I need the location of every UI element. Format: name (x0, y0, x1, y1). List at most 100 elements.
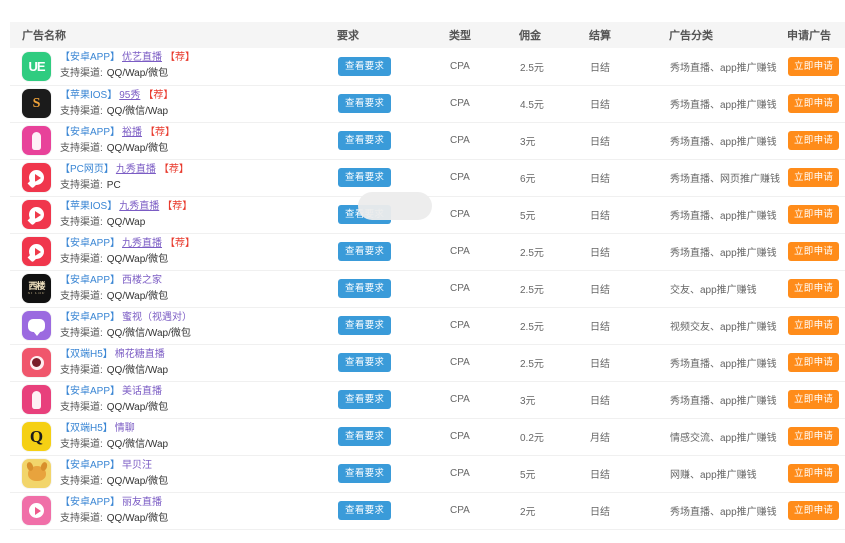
view-requirements-button[interactable]: 查看要求 (338, 167, 392, 188)
apply-now-button[interactable]: 立即申请 (788, 500, 840, 521)
ad-name-link[interactable]: 棉花糖直播 (114, 348, 165, 360)
settlement-value: 日结 (590, 211, 610, 222)
platform-label: 【PC网页】 (60, 163, 114, 175)
channel-value: QQ/微信/Wap (106, 364, 169, 376)
channel-line: 支持渠道: QQ/微信/Wap (60, 439, 168, 451)
ad-name-link[interactable]: 蜜视（视遇对） (122, 311, 193, 323)
ad-name-link[interactable]: 九秀直播 (122, 237, 163, 249)
recommended-tag: 【荐】 (162, 200, 193, 212)
channel-line: 支持渠道: QQ/Wap (60, 217, 192, 229)
recommended-tag: 【荐】 (143, 89, 174, 101)
ad-title-line: 【安卓APP】 九秀直播 【荐】 (60, 238, 195, 250)
ad-title-line: 【安卓APP】 蜜视（视遇对） (60, 312, 192, 324)
req-cell: 查看要求 (337, 159, 449, 196)
category-value: 秀场直播、app推广赚钱 (670, 248, 777, 259)
channel-value: QQ/Wap/微包 (106, 253, 169, 265)
recommended-tag: 【荐】 (145, 126, 176, 138)
view-requirements-button[interactable]: 查看要求 (338, 389, 392, 410)
recommended-tag: 【荐】 (165, 52, 196, 64)
view-requirements-button[interactable]: 查看要求 (338, 93, 392, 114)
view-requirements-button[interactable]: 查看要求 (338, 241, 392, 262)
category-value: 秀场直播、app推广赚钱 (670, 100, 777, 111)
apply-now-button[interactable]: 立即申请 (788, 93, 840, 114)
ad-name-link[interactable]: 美话直播 (122, 385, 163, 397)
table-row[interactable]: 【双端H5】 棉花糖直播 支持渠道: QQ/微信/Wap 查看要求 CPA 2.5元 日结 秀场… (10, 344, 845, 381)
column-header-settle: 结算 (589, 22, 669, 48)
req-cell: 查看要求 (337, 233, 449, 270)
platform-label: 【安卓APP】 (60, 52, 121, 64)
view-requirements-button[interactable]: 查看要求 (338, 315, 392, 336)
apply-now-button[interactable]: 立即申请 (788, 426, 840, 447)
channel-label: 支持渠道: (60, 401, 103, 413)
apply-now-button[interactable]: 立即申请 (788, 352, 840, 373)
apply-now-button[interactable]: 立即申请 (788, 56, 840, 76)
channel-value: QQ/Wap/微包 (106, 475, 169, 487)
column-header-apply: 申请广告 (787, 22, 845, 48)
apply-now-button[interactable]: 立即申请 (788, 204, 840, 225)
apply-now-button[interactable]: 立即申请 (788, 463, 840, 484)
ad-table-container: 广告名称 要求 类型 佣金 结算 广告分类 申请广告 UE 【安卓APP】 优艺直播… (10, 22, 845, 530)
view-requirements-button[interactable]: 查看要求 (338, 278, 392, 299)
apply-now-button[interactable]: 立即申请 (788, 278, 840, 299)
view-requirements-button[interactable]: 查看要求 (338, 352, 392, 373)
view-requirements-button[interactable]: 查看要求 (338, 130, 392, 151)
apply-now-button[interactable]: 立即申请 (788, 315, 840, 336)
table-row[interactable]: UE 【安卓APP】 优艺直播 【荐】 支持渠道: QQ/Wap/微包 查看要求 CPA 2.5… (10, 48, 845, 85)
table-row[interactable]: Q 【双端H5】 情聊 支持渠道: QQ/微信/Wap 查看要求 CPA 0.2元 月结 情感交流… (10, 418, 845, 455)
table-row[interactable]: 【PC网页】 九秀直播 【荐】 支持渠道: PC 查看要求 CPA 6元 日结 秀场直播、网页推广… (10, 159, 845, 196)
ad-name-link[interactable]: 九秀直播 (115, 163, 156, 175)
apply-now-button[interactable]: 立即申请 (788, 167, 840, 188)
req-cell: 查看要求 (337, 381, 449, 418)
channel-label: 支持渠道: (60, 438, 103, 450)
ad-name-link[interactable]: 早贝汪 (122, 459, 153, 471)
loading-placeholder-overlay (358, 192, 432, 220)
ad-name-cell: 【苹果IOS】 九秀直播 【荐】支持渠道: QQ/Wap (10, 196, 337, 233)
jiuxiu-logo-icon (22, 237, 51, 266)
table-row[interactable]: 【安卓APP】 早贝汪 支持渠道: QQ/Wap/微包 查看要求 CPA 5元 日结 网赚、ap… (10, 455, 845, 492)
channel-line: 支持渠道: QQ/Wap/微包 (60, 254, 195, 266)
ad-name-cell: 【安卓APP】 早贝汪 支持渠道: QQ/Wap/微包 (10, 455, 337, 492)
apply-now-button[interactable]: 立即申请 (788, 389, 840, 410)
channel-label: 支持渠道: (60, 475, 103, 487)
ad-name-link[interactable]: 西楼之家 (122, 274, 163, 286)
ad-name-link[interactable]: 优艺直播 (122, 52, 163, 64)
table-row[interactable]: S 【苹果IOS】 95秀 【荐】 支持渠道: QQ/微信/Wap 查看要求 CPA 4.5元 日… (10, 85, 845, 122)
commission-value: 2.5元 (520, 248, 544, 259)
settlement-value: 日结 (590, 470, 610, 481)
table-row[interactable]: 西楼 XI LOU 【安卓APP】 西楼之家 支持渠道: QQ/Wap/微包 查看要求 CPA… (10, 270, 845, 307)
table-header: 广告名称 要求 类型 佣金 结算 广告分类 申请广告 (10, 22, 845, 48)
category-value: 网赚、app推广赚钱 (670, 470, 757, 481)
view-requirements-button[interactable]: 查看要求 (338, 463, 392, 484)
table-row[interactable]: 【安卓APP】 九秀直播 【荐】 支持渠道: QQ/Wap/微包 查看要求 CPA 2.5元日… (10, 233, 845, 270)
view-requirements-button[interactable]: 查看要求 (338, 500, 392, 521)
ad-title-line: 【PC网页】 九秀直播 【荐】 (60, 164, 189, 176)
95show-logo-icon: S (22, 89, 51, 118)
ad-name-link[interactable]: 情聊 (114, 422, 135, 434)
ad-name-link[interactable]: 丽友直播 (122, 496, 163, 508)
ad-type-value: CPA (450, 209, 470, 220)
apply-now-button[interactable]: 立即申请 (788, 241, 840, 262)
platform-label: 【苹果IOS】 (60, 200, 118, 212)
platform-label: 【安卓APP】 (60, 496, 121, 508)
category-value: 秀场直播、app推广赚钱 (670, 62, 777, 74)
table-row[interactable]: 【安卓APP】 裕播 【荐】 支持渠道: QQ/Wap/微包 查看要求 CPA 3元 日结 秀场直… (10, 122, 845, 159)
apply-cell: 立即申请 (787, 418, 845, 455)
channel-value: QQ/Wap/微包 (106, 290, 169, 302)
settlement-value: 日结 (590, 137, 610, 148)
table-row[interactable]: 【安卓APP】 美话直播 支持渠道: QQ/Wap/微包 查看要求 CPA 3元 日结 秀场直播… (10, 381, 845, 418)
ad-name-cell: 【安卓APP】 裕播 【荐】 支持渠道: QQ/Wap/微包 (10, 122, 337, 159)
apply-cell: 立即申请 (787, 85, 845, 122)
view-requirements-button[interactable]: 查看要求 (338, 56, 392, 76)
jiuxiu-logo-icon (22, 200, 51, 229)
channel-label: 支持渠道: (60, 253, 103, 265)
view-requirements-button[interactable]: 查看要求 (338, 426, 392, 447)
req-cell: 查看要求 (337, 455, 449, 492)
ad-name-link[interactable]: 95秀 (119, 89, 141, 101)
table-row[interactable]: 【安卓APP】 丽友直播 支持渠道: QQ/Wap/微包 查看要求 CPA 2元 日结 秀场直播… (10, 492, 845, 529)
category-value: 视频交友、app推广赚钱 (670, 322, 777, 333)
table-row[interactable]: 【安卓APP】 蜜视（视遇对） 支持渠道: QQ/微信/Wap/微包 查看要求 CPA 2.… (10, 307, 845, 344)
apply-now-button[interactable]: 立即申请 (788, 130, 840, 151)
ad-name-link[interactable]: 裕播 (122, 126, 143, 138)
commission-value: 0.2元 (520, 433, 544, 444)
ad-name-link[interactable]: 九秀直播 (119, 200, 160, 212)
